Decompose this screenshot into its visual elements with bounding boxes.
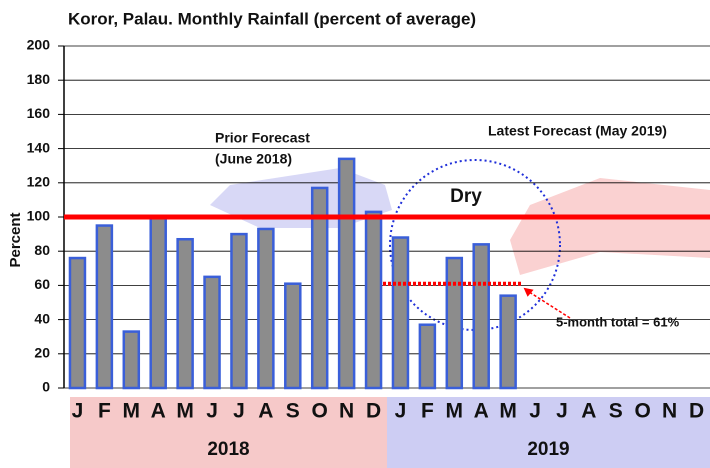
x-tick-label: A <box>258 400 273 423</box>
x-tick-label: J <box>395 400 407 423</box>
x-tick-label: N <box>339 400 354 423</box>
x-tick-label: O <box>312 400 328 423</box>
bar <box>310 186 329 390</box>
bar <box>445 256 464 390</box>
x-tick-label: A <box>474 400 489 423</box>
y-tick-label: 120 <box>27 174 51 190</box>
bar <box>337 157 356 390</box>
x-tick-label: A <box>581 400 596 423</box>
x-tick-label: J <box>529 400 541 423</box>
bar <box>176 237 194 390</box>
y-tick-label: 20 <box>34 345 50 361</box>
y-axis-title: Percent <box>7 212 24 267</box>
y-tick-label: 40 <box>34 310 50 326</box>
group-label: 2018 <box>207 439 249 460</box>
summary-label: 5-month total = 61% <box>556 314 680 329</box>
y-tick-label: 60 <box>34 276 50 292</box>
x-tick-label: D <box>689 400 704 423</box>
bar <box>284 282 302 390</box>
x-tick-label: M <box>446 400 464 423</box>
x-tick-label: A <box>151 400 166 423</box>
annotation: Latest Forecast (May 2019) <box>488 123 667 139</box>
x-tick-label: S <box>609 400 623 423</box>
group-band <box>387 397 710 468</box>
x-tick-label: D <box>366 400 381 423</box>
summary-arrowhead <box>523 287 534 297</box>
bar <box>364 210 383 390</box>
annotation: Prior Forecast <box>215 130 310 146</box>
x-tick-label: J <box>233 400 245 423</box>
annotation: Dry <box>450 186 482 207</box>
latest-forecast-band <box>510 178 710 275</box>
bar <box>472 243 490 390</box>
y-tick-label: 0 <box>42 379 50 395</box>
x-tick-label: M <box>176 400 194 423</box>
x-tick-label: J <box>556 400 568 423</box>
x-tick-label: S <box>286 400 300 423</box>
bar <box>499 294 517 390</box>
bar <box>257 227 275 390</box>
bar <box>230 232 248 390</box>
bar <box>391 236 410 390</box>
bar <box>68 256 87 390</box>
group-band <box>70 397 387 468</box>
dry-circle <box>389 159 561 331</box>
chart-title: Koror, Palau. Monthly Rainfall (percent … <box>68 9 476 28</box>
x-tick-label: F <box>421 400 434 423</box>
x-tick-label: M <box>123 400 141 423</box>
x-tick-label: F <box>98 400 111 423</box>
y-tick-label: 80 <box>34 242 50 258</box>
y-tick-label: 100 <box>27 208 51 224</box>
x-tick-label: N <box>662 400 677 423</box>
x-tick-label: J <box>206 400 218 423</box>
bar <box>203 275 221 390</box>
bar <box>95 224 114 390</box>
bar <box>418 323 437 390</box>
bar <box>149 215 167 390</box>
annotation: (June 2018) <box>215 151 292 167</box>
y-tick-label: 140 <box>27 139 51 155</box>
y-tick-label: 160 <box>27 105 51 121</box>
x-tick-label: O <box>635 400 651 423</box>
y-tick-label: 180 <box>27 71 51 87</box>
x-tick-label: M <box>499 400 517 423</box>
x-tick-label: J <box>72 400 84 423</box>
bar <box>122 330 141 390</box>
summary-arrow <box>525 289 571 319</box>
group-label: 2019 <box>527 439 569 460</box>
y-tick-label: 200 <box>27 37 51 53</box>
